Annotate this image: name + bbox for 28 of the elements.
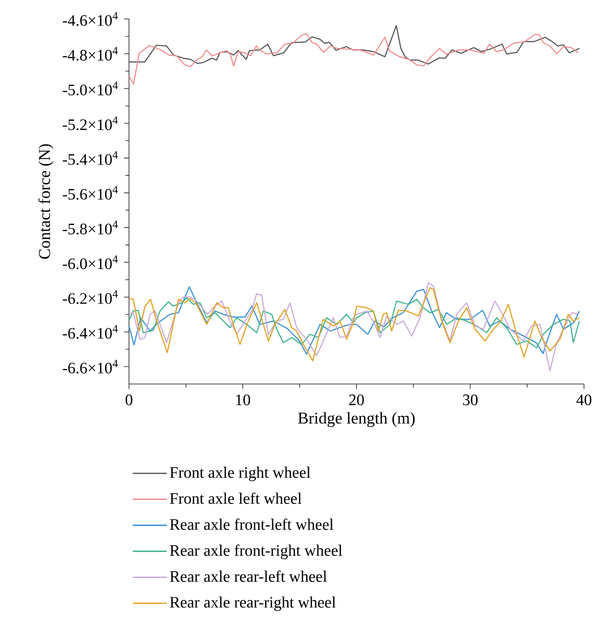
y-tick-label: -5.0×10$^{4}$ <box>62 82 118 96</box>
y-tick-label: -5.8×10$^{4}$ <box>62 220 118 234</box>
y-tick-label: -4.6×10$^{4}$ <box>62 12 118 26</box>
line-series <box>128 282 580 372</box>
legend-label: Rear axle rear-right wheel <box>170 596 336 611</box>
x-tick-label: 20 <box>349 394 364 406</box>
x-tick-label: 0 <box>126 394 132 406</box>
y-tick-label: -6.6×10$^{4}$ <box>62 360 118 374</box>
legend-label: Front axle left wheel <box>170 492 302 504</box>
y-axis-title: Contact force (N) <box>38 144 54 259</box>
x-tick-label: 10 <box>236 394 250 406</box>
y-tick-label: -6.4×10$^{4}$ <box>62 324 118 339</box>
x-tick-label: 30 <box>463 394 478 406</box>
legend-label: Rear axle front-right wheel <box>170 544 342 560</box>
line-series <box>128 297 580 348</box>
legend-label: Front axle right wheel <box>170 466 310 482</box>
x-tick-label: 40 <box>576 394 592 406</box>
y-tick-label: -6.2×10$^{4}$ <box>62 290 118 304</box>
line-series <box>128 33 579 85</box>
y-tick-label: -5.4×10$^{4}$ <box>62 151 118 165</box>
legend-label: Rear axle front-left wheel <box>170 518 334 530</box>
line-series <box>128 25 580 65</box>
x-axis-title: Bridge length (m) <box>298 412 415 428</box>
y-tick-label: -4.8×10$^{4}$ <box>62 46 118 61</box>
legend-label: Rear axle rear-left wheel <box>170 570 327 582</box>
y-tick-label: -6.0×10$^{4}$ <box>62 255 118 270</box>
y-tick-label: -5.6×10$^{4}$ <box>62 186 118 200</box>
y-tick-label: -5.2×10$^{4}$ <box>62 116 118 130</box>
